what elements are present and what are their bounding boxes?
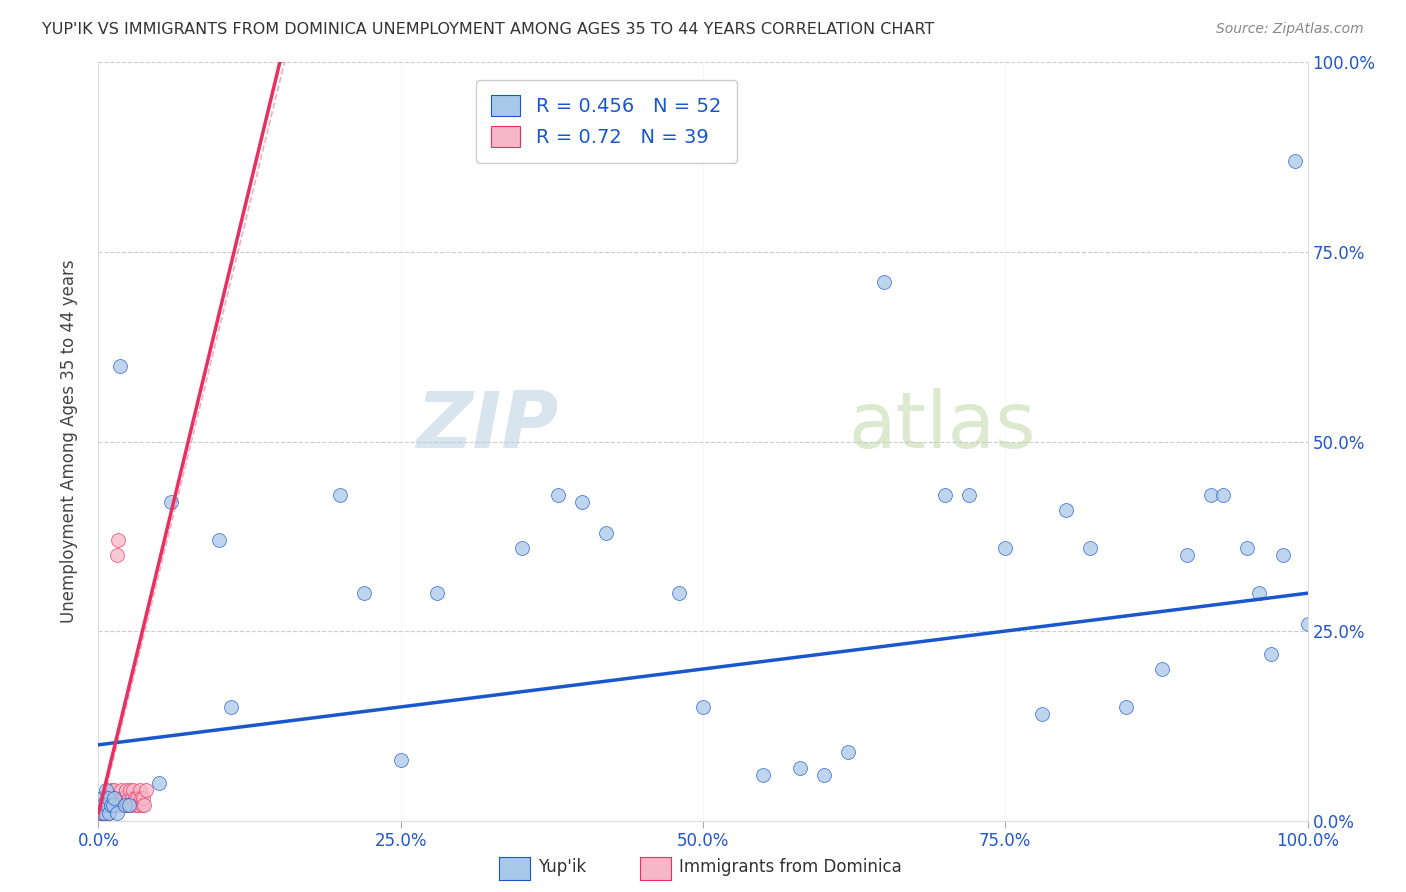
Point bbox=[1152, 662, 1174, 676]
Point bbox=[114, 798, 136, 813]
Point bbox=[934, 487, 956, 501]
Point bbox=[97, 791, 120, 805]
Point bbox=[94, 806, 117, 821]
Text: YUP'IK VS IMMIGRANTS FROM DOMINICA UNEMPLOYMENT AMONG AGES 35 TO 44 YEARS CORREL: YUP'IK VS IMMIGRANTS FROM DOMINICA UNEMP… bbox=[42, 22, 935, 37]
Point bbox=[103, 783, 125, 797]
Point bbox=[668, 586, 690, 600]
Point bbox=[813, 768, 835, 782]
Point bbox=[135, 783, 157, 797]
Point bbox=[91, 791, 114, 805]
Point bbox=[90, 798, 112, 813]
Point bbox=[108, 791, 131, 805]
Point bbox=[957, 487, 980, 501]
Point bbox=[148, 776, 170, 790]
Point bbox=[117, 798, 139, 813]
Point bbox=[1031, 707, 1053, 722]
Point bbox=[1078, 541, 1101, 555]
Point bbox=[873, 275, 896, 289]
Point bbox=[120, 798, 142, 813]
Text: ZIP: ZIP bbox=[416, 388, 558, 465]
Point bbox=[93, 806, 115, 821]
Point bbox=[131, 798, 153, 813]
Point bbox=[101, 791, 124, 805]
Point bbox=[1054, 503, 1077, 517]
Text: Yup'ik: Yup'ik bbox=[538, 858, 586, 876]
Point bbox=[118, 783, 141, 797]
Point bbox=[110, 783, 132, 797]
Point bbox=[426, 586, 449, 600]
Point bbox=[221, 699, 243, 714]
Point bbox=[124, 791, 146, 805]
Point bbox=[94, 783, 117, 797]
Point bbox=[100, 798, 122, 813]
Point bbox=[98, 806, 121, 821]
Point bbox=[1236, 541, 1258, 555]
Point bbox=[89, 798, 111, 813]
Text: atlas: atlas bbox=[848, 388, 1036, 465]
Point bbox=[353, 586, 375, 600]
Y-axis label: Unemployment Among Ages 35 to 44 years: Unemployment Among Ages 35 to 44 years bbox=[59, 260, 77, 624]
Point bbox=[837, 746, 859, 760]
Point bbox=[134, 798, 156, 813]
Point bbox=[115, 783, 138, 797]
Point bbox=[107, 533, 129, 548]
Point bbox=[595, 525, 617, 540]
Legend: R = 0.456   N = 52, R = 0.72   N = 39: R = 0.456 N = 52, R = 0.72 N = 39 bbox=[475, 79, 737, 163]
Point bbox=[104, 791, 127, 805]
Point bbox=[789, 760, 811, 774]
Point bbox=[752, 768, 775, 782]
Point bbox=[125, 798, 148, 813]
Text: Source: ZipAtlas.com: Source: ZipAtlas.com bbox=[1216, 22, 1364, 37]
Text: Immigrants from Dominica: Immigrants from Dominica bbox=[679, 858, 901, 876]
Point bbox=[105, 548, 128, 563]
Point bbox=[208, 533, 231, 548]
Point bbox=[389, 753, 412, 767]
Point bbox=[127, 798, 149, 813]
Point bbox=[510, 541, 533, 555]
Point bbox=[91, 806, 114, 821]
Point bbox=[108, 359, 131, 373]
Point bbox=[571, 495, 593, 509]
Point bbox=[112, 798, 135, 813]
Point bbox=[994, 541, 1017, 555]
Point bbox=[1272, 548, 1295, 563]
Point bbox=[108, 798, 131, 813]
Point bbox=[1296, 616, 1319, 631]
Point bbox=[118, 798, 141, 813]
Point bbox=[1284, 153, 1306, 168]
Point bbox=[100, 783, 122, 797]
Point bbox=[1115, 699, 1137, 714]
Point bbox=[111, 791, 134, 805]
Point bbox=[160, 495, 183, 509]
Point bbox=[90, 806, 112, 821]
Point bbox=[547, 487, 569, 501]
Point bbox=[132, 791, 155, 805]
Point bbox=[129, 791, 152, 805]
Point bbox=[101, 798, 124, 813]
Point bbox=[105, 806, 128, 821]
Point bbox=[100, 798, 122, 813]
Point bbox=[96, 798, 118, 813]
Point bbox=[118, 791, 141, 805]
Point bbox=[121, 791, 143, 805]
Point bbox=[103, 791, 125, 805]
Point bbox=[1260, 647, 1282, 661]
Point bbox=[98, 806, 121, 821]
Point bbox=[1249, 586, 1271, 600]
Point bbox=[122, 783, 145, 797]
Point bbox=[128, 783, 150, 797]
Point bbox=[97, 798, 120, 813]
Point bbox=[89, 806, 111, 821]
Point bbox=[114, 791, 136, 805]
Point bbox=[692, 699, 714, 714]
Point bbox=[329, 487, 352, 501]
Point bbox=[93, 798, 115, 813]
Point bbox=[127, 791, 149, 805]
Point bbox=[1199, 487, 1222, 501]
Point bbox=[91, 791, 114, 805]
Point bbox=[91, 798, 114, 813]
Point bbox=[1175, 548, 1198, 563]
Point bbox=[1212, 487, 1234, 501]
Point bbox=[96, 791, 118, 805]
